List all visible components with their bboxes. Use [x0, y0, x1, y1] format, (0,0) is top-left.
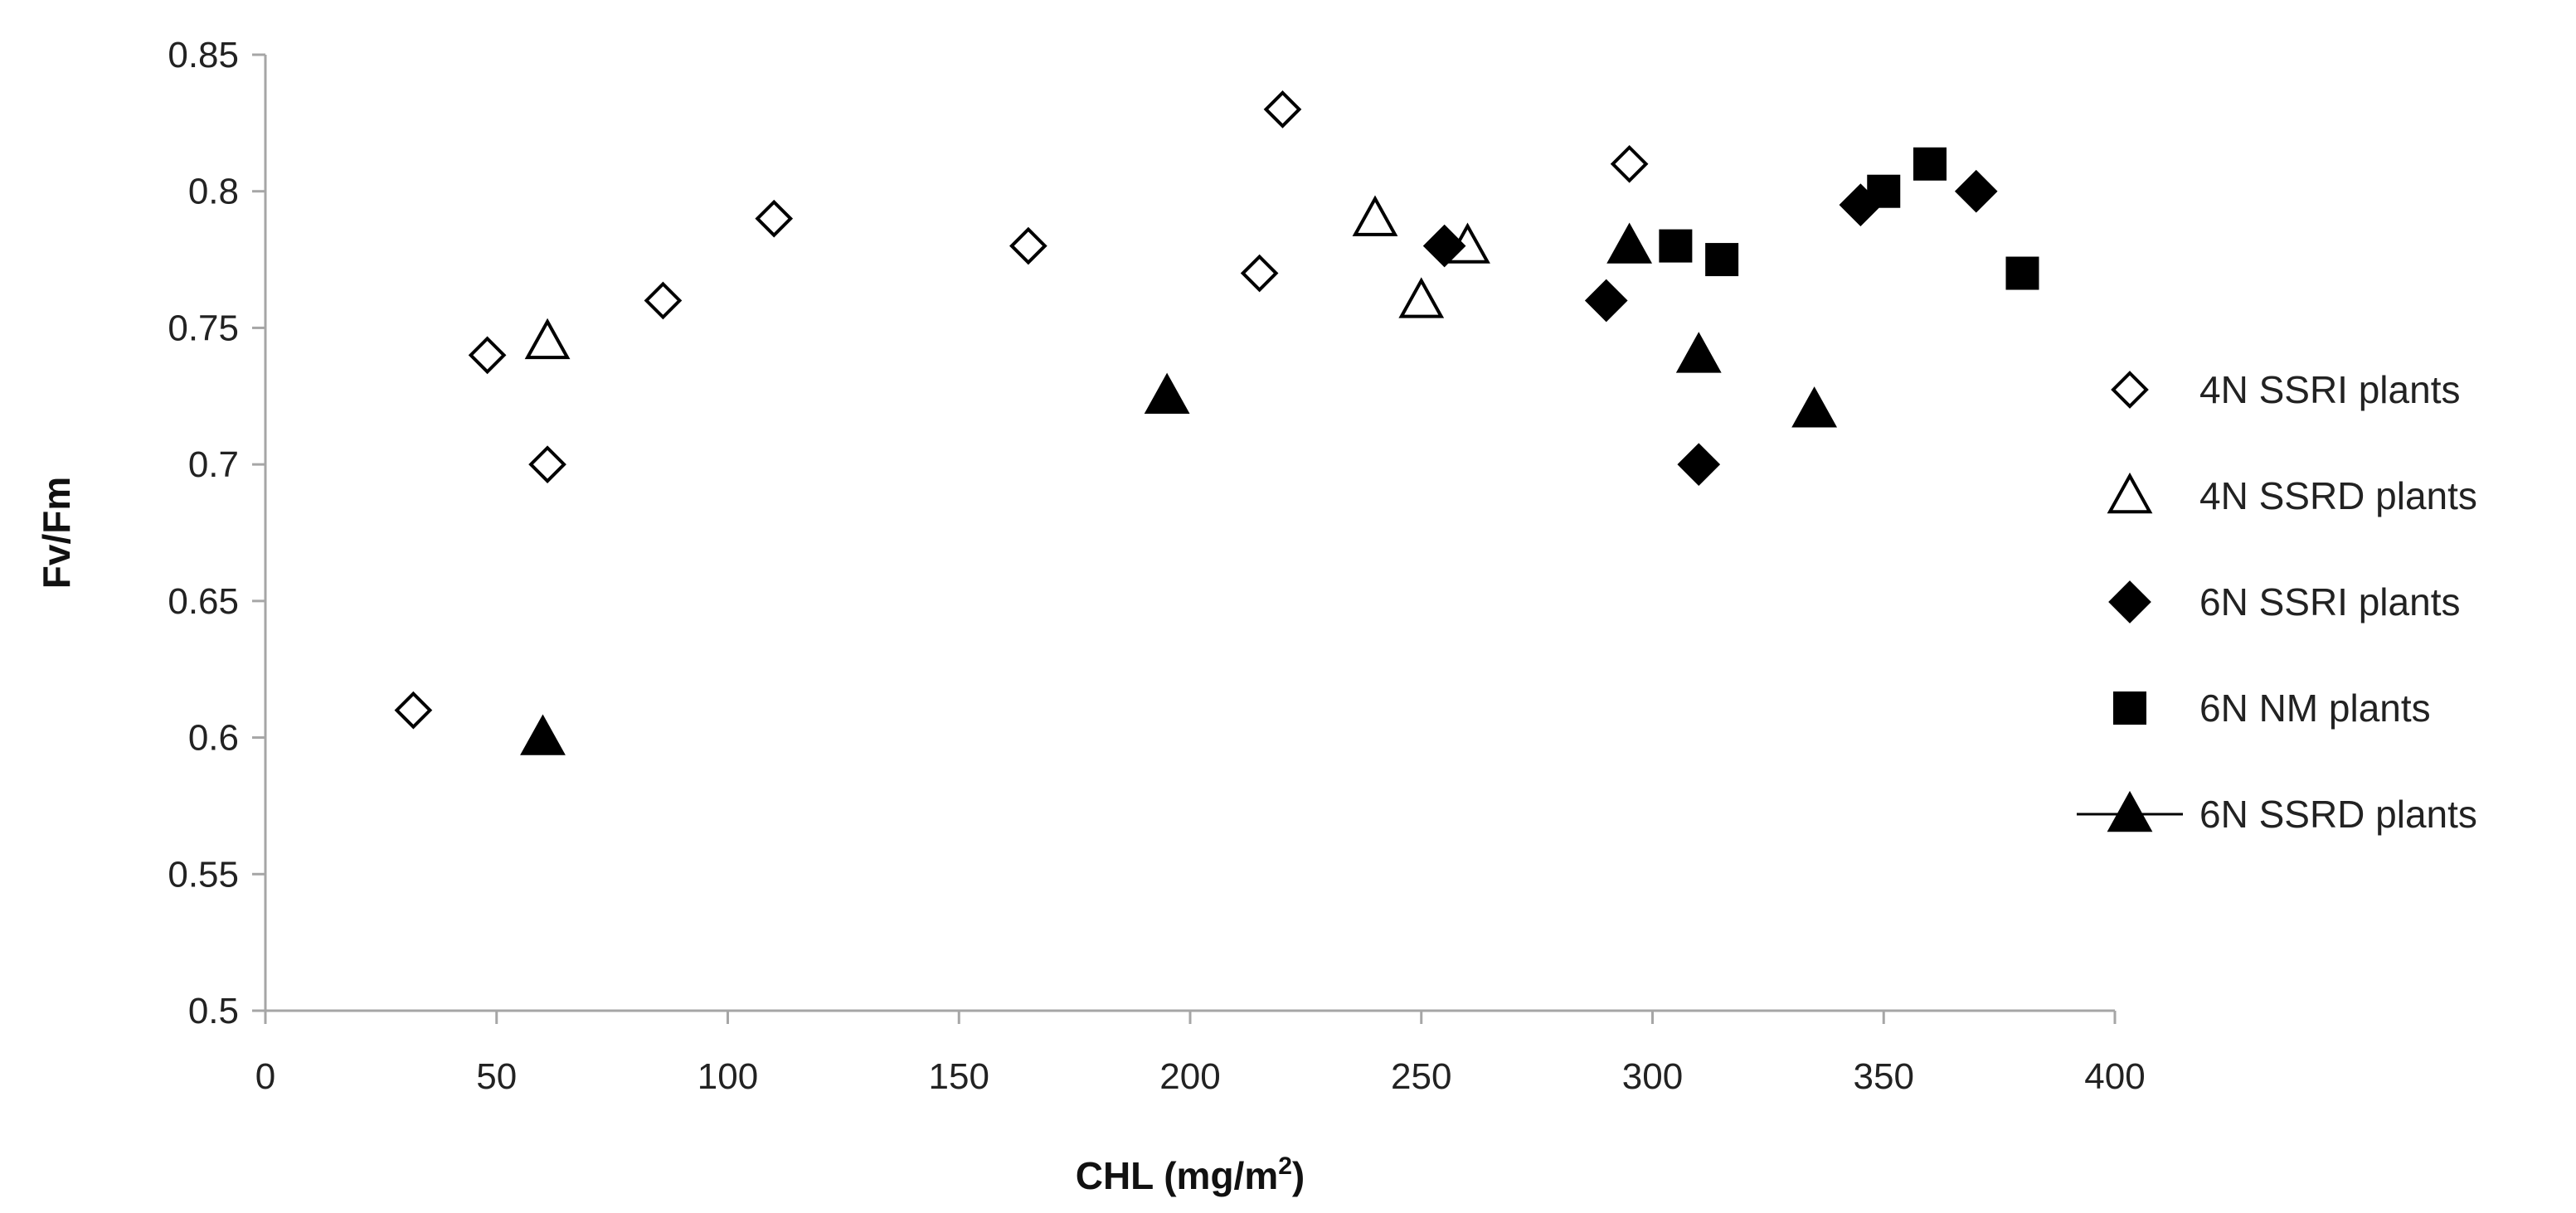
data-point-series-4 — [1867, 174, 1901, 208]
legend-label-series-3: 6N SSRI plants — [2199, 580, 2460, 623]
legend-marker-series-2 — [2107, 472, 2153, 514]
data-point-series-1 — [1263, 90, 1302, 129]
data-point-series-1 — [528, 445, 566, 483]
legend-label-series-1: 4N SSRI plants — [2199, 368, 2460, 411]
y-tick-label: 0.6 — [188, 718, 239, 759]
y-tick-label: 0.7 — [188, 444, 239, 485]
x-axis-title: CHL (mg/m2) — [1076, 1152, 1305, 1197]
data-point-series-3 — [1584, 279, 1628, 323]
x-tick-label: 100 — [697, 1056, 758, 1097]
data-point-series-1 — [1610, 144, 1649, 183]
legend-label-series-4: 6N NM plants — [2199, 687, 2431, 730]
x-tick-label: 350 — [1854, 1056, 1914, 1097]
legend-marker-series-4 — [2113, 691, 2146, 725]
data-point-series-4 — [2005, 256, 2039, 290]
y-axis-title: Fv/Fm — [35, 477, 78, 589]
data-point-series-1 — [755, 199, 794, 238]
data-point-series-4 — [1913, 147, 1947, 181]
legend-label-series-2: 4N SSRD plants — [2199, 474, 2477, 517]
data-point-series-1 — [1009, 226, 1047, 265]
x-tick-label: 200 — [1159, 1056, 1220, 1097]
legend-marker-series-5 — [2107, 790, 2153, 832]
x-tick-label: 50 — [476, 1056, 517, 1097]
y-tick-label: 0.75 — [168, 308, 239, 348]
data-point-series-5 — [520, 714, 566, 755]
x-tick-label: 400 — [2084, 1056, 2145, 1097]
data-point-series-5 — [1606, 222, 1653, 264]
data-point-series-3 — [1677, 443, 1721, 486]
data-point-series-3 — [1422, 224, 1466, 268]
y-tick-label: 0.55 — [168, 854, 239, 895]
data-point-series-2 — [524, 318, 571, 360]
y-tick-label: 0.85 — [168, 35, 239, 75]
data-point-series-5 — [1144, 372, 1190, 414]
data-point-series-1 — [468, 336, 507, 375]
data-point-series-4 — [1659, 229, 1693, 263]
data-point-series-3 — [1954, 169, 1998, 213]
x-tick-label: 300 — [1622, 1056, 1683, 1097]
data-point-series-1 — [1240, 254, 1279, 293]
data-point-series-2 — [1352, 195, 1398, 236]
data-point-series-2 — [1398, 277, 1445, 318]
data-point-series-1 — [394, 691, 433, 730]
y-tick-label: 0.8 — [188, 172, 239, 212]
x-tick-label: 0 — [255, 1056, 275, 1097]
legend-label-series-5: 6N SSRD plants — [2199, 793, 2477, 836]
legend-marker-series-3 — [2108, 580, 2151, 623]
x-tick-label: 150 — [929, 1056, 989, 1097]
data-point-series-1 — [644, 281, 683, 320]
x-tick-label: 250 — [1391, 1056, 1451, 1097]
legend-marker-series-1 — [2111, 371, 2149, 409]
y-tick-label: 0.5 — [188, 991, 239, 1031]
y-tick-label: 0.65 — [168, 581, 239, 622]
data-point-series-4 — [1705, 243, 1739, 277]
data-point-series-5 — [1675, 332, 1722, 373]
data-point-series-5 — [1791, 386, 1838, 428]
